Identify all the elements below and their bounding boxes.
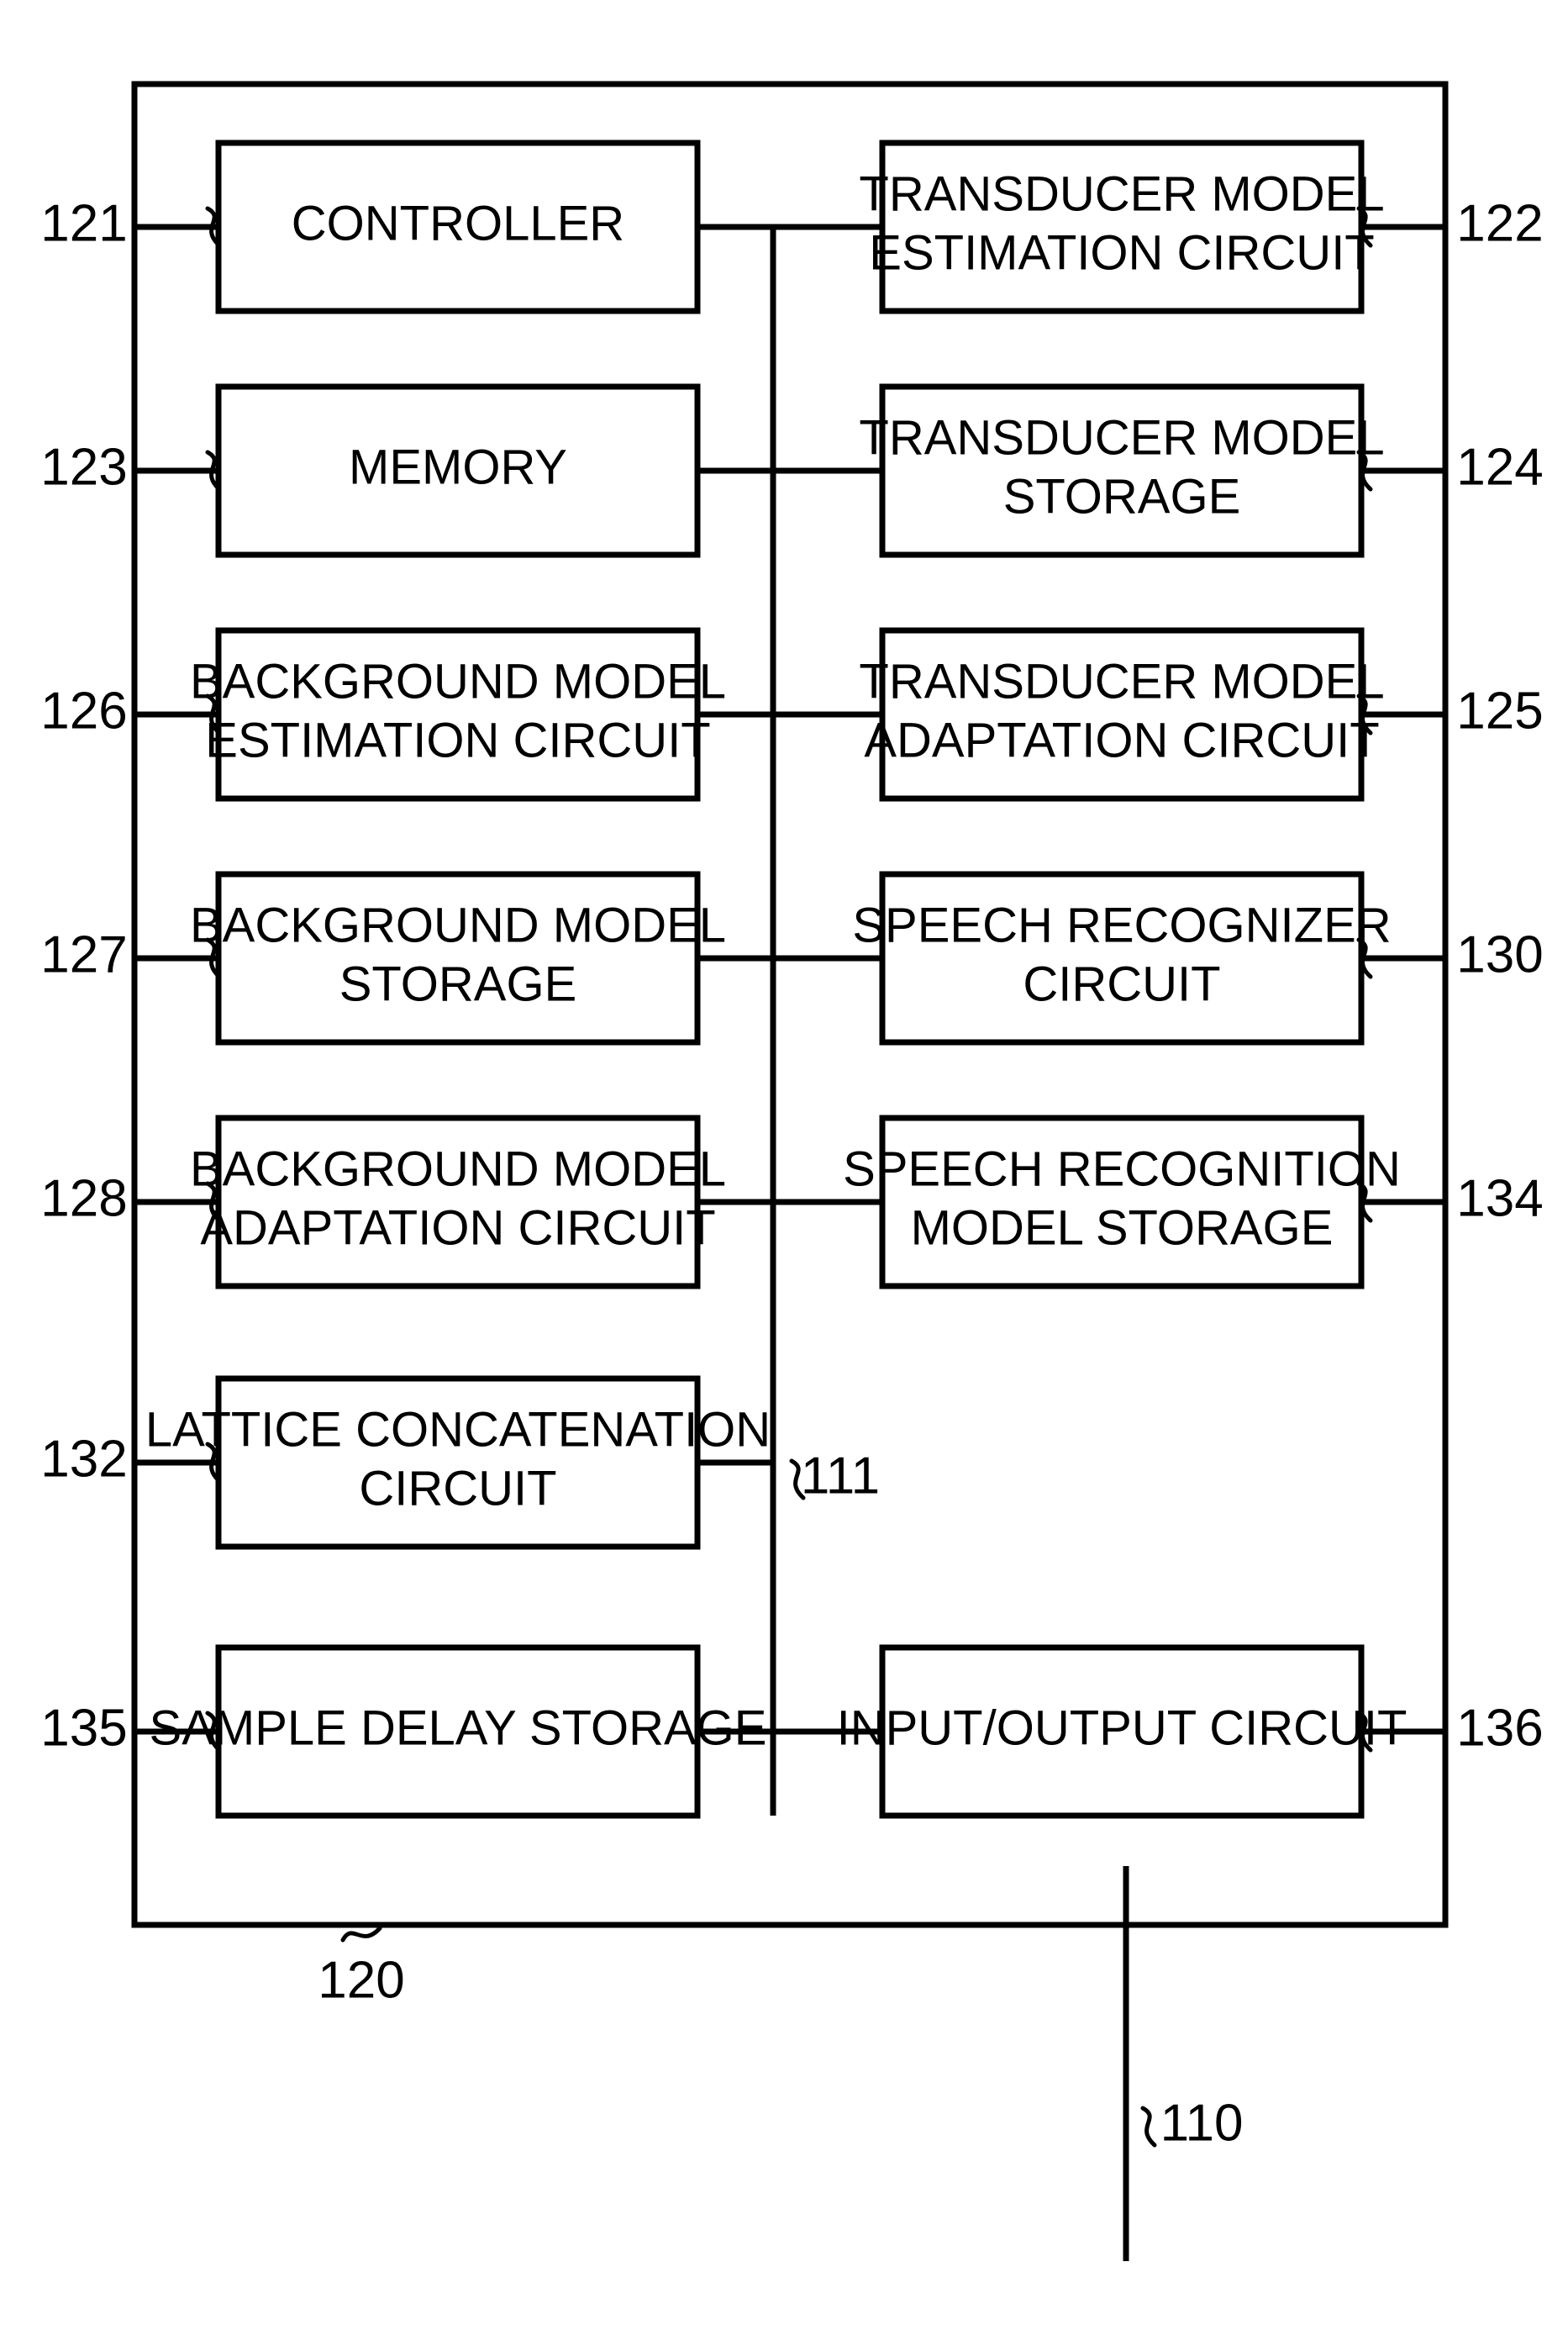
ref-127: 127 [40, 925, 127, 983]
leader-tilde [343, 1928, 380, 1940]
block-memory-label: MEMORY [349, 440, 567, 494]
ref-125: 125 [1456, 682, 1543, 740]
block-bg-est-label: BACKGROUND MODEL [190, 654, 726, 709]
ref-121: 121 [40, 194, 127, 252]
ref-123: 123 [40, 438, 127, 496]
ref-124: 124 [1456, 438, 1543, 496]
block-trans-store-label: STORAGE [1003, 469, 1241, 524]
block-bg-adapt-label: BACKGROUND MODEL [190, 1141, 726, 1196]
leader-tilde [1143, 2108, 1155, 2145]
block-trans-store-label: TRANSDUCER MODEL [859, 410, 1384, 465]
block-bg-store-label: STORAGE [339, 957, 577, 1011]
block-controller-label: CONTROLLER [292, 196, 624, 250]
ref-126: 126 [40, 682, 127, 740]
ref-136: 136 [1456, 1699, 1543, 1757]
block-io-label: INPUT/OUTPUT CIRCUIT [837, 1700, 1408, 1755]
ref-135: 135 [40, 1699, 127, 1757]
block-sr-model-label: MODEL STORAGE [911, 1200, 1334, 1255]
block-trans-est-label: TRANSDUCER MODEL [859, 166, 1384, 221]
block-lattice-label: CIRCUIT [359, 1461, 556, 1516]
block-trans-adapt-label: ADAPTATION CIRCUIT [864, 713, 1379, 767]
ref-134: 134 [1456, 1169, 1543, 1227]
block-sample-delay-label: SAMPLE DELAY STORAGE [150, 1700, 767, 1755]
ref-111: 111 [801, 1447, 880, 1505]
block-bg-store-label: BACKGROUND MODEL [190, 898, 726, 952]
block-trans-est-label: ESTIMATION CIRCUIT [869, 225, 1374, 280]
block-sr-model-label: SPEECH RECOGNITION [843, 1141, 1401, 1196]
ref-122: 122 [1456, 194, 1543, 252]
ref-110: 110 [1160, 2094, 1244, 2152]
block-lattice-label: LATTICE CONCATENATION [145, 1402, 771, 1457]
ref-120: 120 [318, 1951, 404, 2009]
block-bg-adapt-label: ADAPTATION CIRCUIT [200, 1200, 715, 1255]
block-bg-est-label: ESTIMATION CIRCUIT [205, 713, 710, 767]
ref-132: 132 [40, 1430, 127, 1488]
ref-130: 130 [1456, 925, 1543, 983]
ref-128: 128 [40, 1169, 127, 1227]
block-speech-rec-label: SPEECH RECOGNIZER [852, 898, 1391, 952]
block-trans-adapt-label: TRANSDUCER MODEL [859, 654, 1384, 709]
block-speech-rec-label: CIRCUIT [1023, 957, 1220, 1011]
